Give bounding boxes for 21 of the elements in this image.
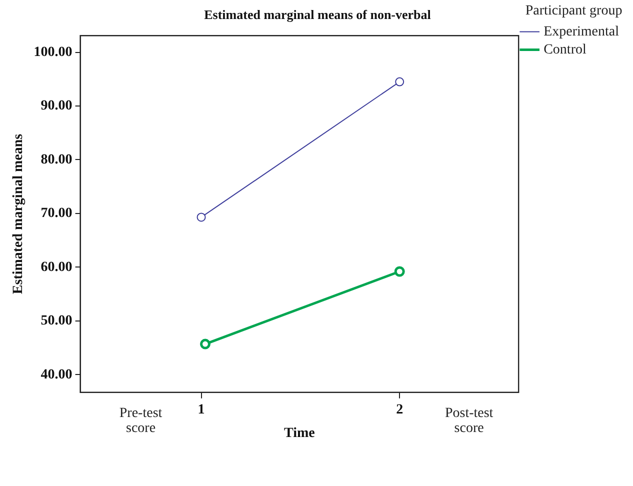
y-tick-label: 70.00 (40, 206, 72, 222)
chart-title: Estimated marginal means of non-verbal (204, 7, 432, 22)
y-axis-title: Estimated marginal means (11, 133, 26, 294)
x-axis-title: Time (284, 426, 315, 442)
y-tick-label: 50.00 (40, 314, 72, 329)
y-tick-label: 100.00 (34, 44, 72, 60)
point (200, 338, 210, 350)
y-tick-label: 60.00 (40, 260, 72, 275)
text: Post-test score (444, 406, 494, 436)
point (394, 266, 405, 277)
y-tick-label: 80.00 (40, 152, 72, 168)
legend-title: Participant group (525, 4, 622, 19)
x-tick-label: 1 (198, 402, 205, 418)
y-tick-label: 90.00 (40, 98, 72, 114)
y-tick-label: 40.00 (40, 367, 72, 382)
legend-label: Experimental (544, 24, 620, 40)
x-tick-label: 2 (396, 402, 404, 418)
point (196, 212, 206, 222)
text: Pre-test score (118, 406, 164, 436)
legend-label: Control (544, 42, 586, 58)
point (395, 77, 404, 86)
